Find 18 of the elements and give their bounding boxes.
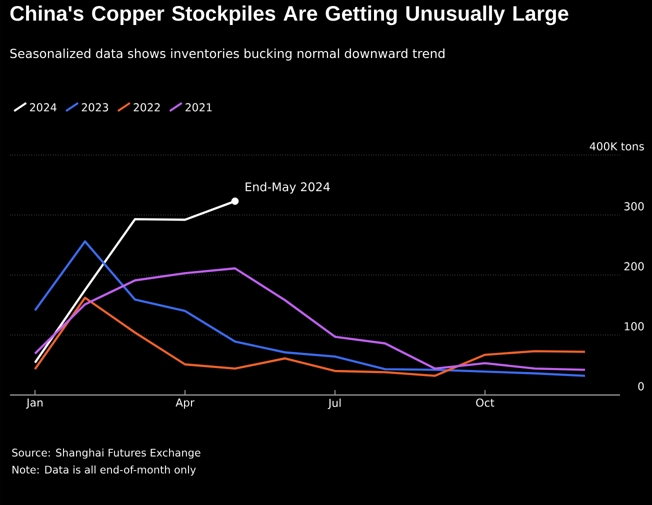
chart-subtitle: Seasonalized data shows inventories bucking normal downward trend bbox=[10, 48, 444, 61]
x-tick-label: Jul bbox=[328, 398, 341, 410]
y-tick-label: 0 bbox=[638, 382, 644, 390]
legend-label: 2021 bbox=[186, 103, 212, 112]
y-tick-label: 400K tons bbox=[590, 142, 644, 150]
legend-label: 2024 bbox=[30, 103, 56, 112]
y-tick-label: 200 bbox=[624, 262, 644, 270]
chart-title: China's Copper Stockpiles Are Getting Unusually Large bbox=[10, 6, 568, 26]
source-note: Source: Shanghai Futures Exchange bbox=[12, 448, 200, 459]
legend-label: 2022 bbox=[134, 103, 160, 112]
y-tick-label: 100 bbox=[624, 322, 644, 330]
x-tick-label: Oct bbox=[476, 398, 494, 407]
legend-label: 2023 bbox=[82, 103, 108, 112]
x-tick-label: Apr bbox=[176, 398, 194, 409]
text: Note: Data is all end-of-month only bbox=[12, 466, 196, 476]
annotation: End-May 2024 bbox=[246, 182, 330, 194]
x-tick-label: Jan bbox=[26, 398, 43, 409]
y-tick-label: 300 bbox=[624, 202, 644, 210]
